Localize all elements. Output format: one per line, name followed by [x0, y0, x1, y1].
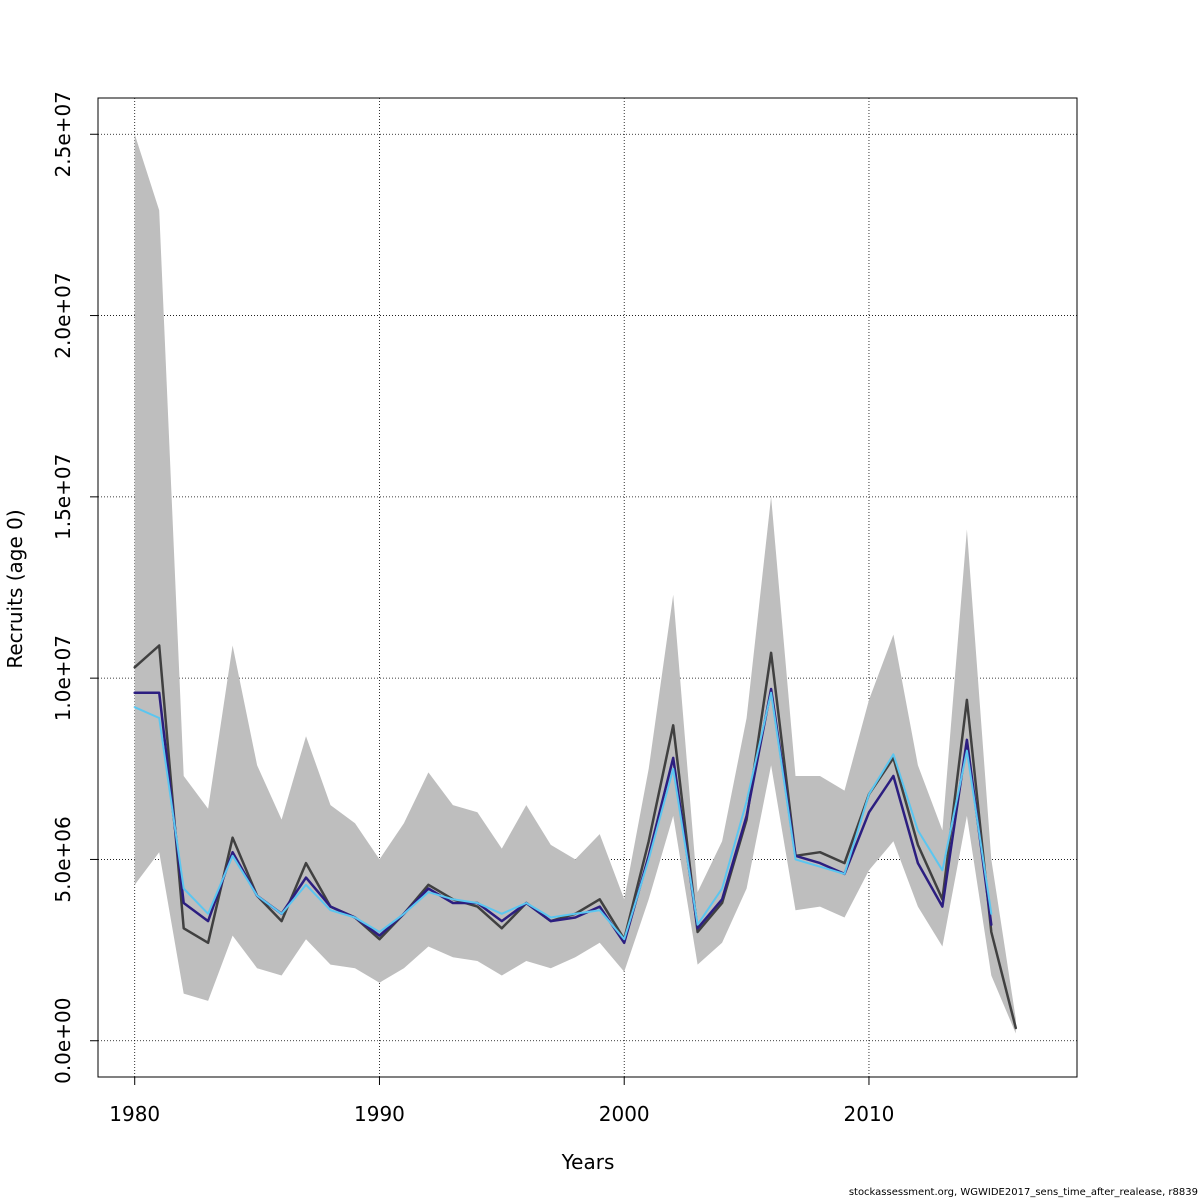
footer-credit: stockassessment.org, WGWIDE2017_sens_tim… — [848, 1187, 1198, 1198]
x-tick-label: 2000 — [599, 1102, 650, 1126]
y-tick-label: 1.0e+07 — [51, 635, 75, 721]
confidence-band-group — [134, 134, 1016, 1034]
y-tick-label: 2.0e+07 — [51, 272, 75, 358]
y-tick-label: 2.5e+07 — [51, 91, 75, 177]
series-lines — [133, 644, 1018, 1030]
y-tick-label: 0.0e+00 — [51, 998, 75, 1084]
y-tick-label: 5.0e+06 — [51, 816, 75, 902]
confidence-band — [134, 134, 1016, 1034]
plot-frame — [97, 97, 1078, 1078]
x-tick-label: 1980 — [109, 1102, 160, 1126]
x-axis-title: Years — [561, 1150, 615, 1174]
y-tick-label: 1.5e+07 — [51, 454, 75, 540]
y-axis-title: Recruits (age 0) — [3, 509, 27, 668]
x-tick-label: 1990 — [354, 1102, 405, 1126]
y-axis: 0.0e+00 5.0e+06 1.0e+07 1.5e+07 2.0e+07 2.5e+… — [51, 91, 98, 1084]
x-axis: 1980 1990 2000 2010 — [109, 1077, 894, 1126]
series-line-3 — [133, 691, 993, 941]
x-tick-label: 2010 — [844, 1102, 895, 1126]
